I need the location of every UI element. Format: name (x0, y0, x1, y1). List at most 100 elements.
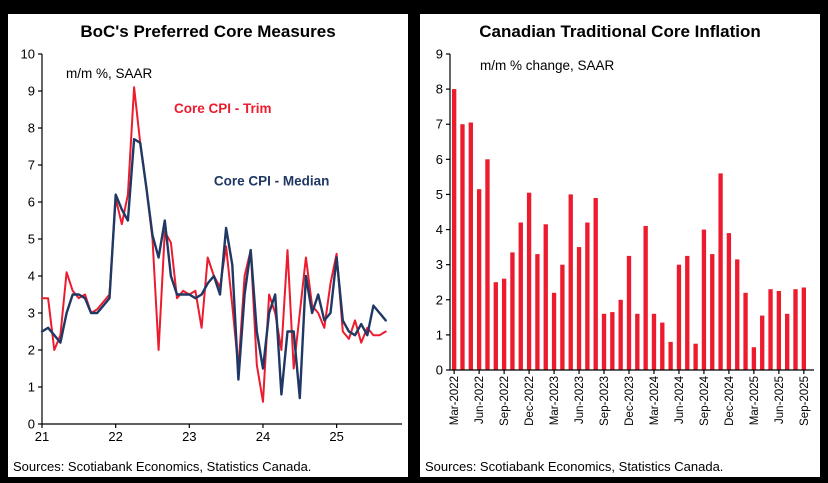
x-tick-label: Mar-2022 (449, 376, 461, 425)
bar (568, 194, 573, 371)
bar (801, 287, 806, 371)
bar (626, 256, 632, 371)
x-tick-label: Jun-2024 (674, 376, 686, 425)
bar (785, 314, 790, 371)
bar (501, 279, 507, 371)
x-tick-label: Jun-2023 (574, 376, 586, 424)
x-tick-label: Sep-2025 (799, 376, 811, 426)
bar (668, 342, 673, 371)
bar (710, 254, 715, 371)
bar (468, 122, 473, 371)
bar (601, 314, 607, 371)
bar (618, 300, 623, 371)
y-tick-label: 0 (436, 363, 443, 378)
right-chart-title: Canadian Traditional Core Inflation (479, 22, 761, 41)
x-tick-label: Mar-2023 (549, 376, 561, 425)
bar (743, 293, 748, 371)
bar (635, 314, 640, 371)
y-tick-label: 8 (436, 82, 443, 97)
bar (793, 289, 798, 371)
y-tick-label: 9 (28, 84, 35, 99)
x-tick-label: Sep-2022 (499, 376, 511, 426)
y-tick-label: 5 (28, 232, 35, 247)
x-axis: 21 22 23 24 25 (35, 424, 344, 444)
y-tick-label: 3 (436, 258, 443, 273)
y-tick-label: 7 (436, 117, 443, 132)
y-tick-label: 2 (436, 293, 443, 308)
bar (452, 89, 457, 371)
y-tick-label: 2 (28, 343, 35, 358)
y-axis: 0 1 2 3 4 5 6 7 8 9 10 (21, 47, 42, 432)
x-tick-label: Dec-2024 (724, 376, 736, 426)
x-tick-label: Jun-2022 (474, 376, 486, 424)
x-tick-label: Jun-2025 (774, 376, 786, 424)
bar (518, 222, 523, 371)
y-tick-label: 4 (436, 222, 443, 237)
y-tick-label: 3 (28, 306, 35, 321)
y-tick-label: 9 (436, 47, 443, 62)
bar (651, 314, 657, 371)
bar (718, 173, 723, 371)
bar (493, 282, 498, 371)
x-tick-label: Mar-2025 (749, 376, 761, 425)
bar (476, 189, 482, 371)
y-tick-label: 8 (28, 121, 35, 136)
bar (485, 159, 490, 371)
bar (768, 289, 773, 371)
bar (560, 265, 565, 371)
right-source-note: Sources: Scotiabank Economics, Statistic… (425, 459, 724, 474)
line-chart-container: 0 1 2 3 4 5 6 7 8 9 10 21 22 23 24 25 m/m %, SAAR Core CP… (8, 46, 408, 450)
x-axis: Mar-2022 Jun-2022 Sep-2022 Dec-2022 Mar-2023… (449, 370, 811, 426)
bar (526, 193, 532, 371)
traditional-core-inflation-panel: Canadian Traditional Core Inflation 0 1 2 3… (420, 14, 820, 477)
bar (460, 124, 465, 371)
bar (593, 198, 598, 371)
x-tick-label: Sep-2023 (599, 376, 611, 426)
bar (760, 315, 765, 371)
y-tick-label: 6 (436, 152, 443, 167)
bar (685, 256, 690, 371)
bar (576, 247, 582, 371)
left-chart-title: BoC's Preferred Core Measures (80, 22, 336, 41)
bar (726, 233, 732, 371)
bar (585, 222, 590, 371)
unit-label: m/m %, SAAR (66, 66, 153, 81)
bar-chart-container: 0 1 2 3 4 5 6 7 8 9 Mar-2022 Jun-2022 Sep-2022 Dec-20… (420, 46, 820, 450)
x-tick-label: Dec-2023 (624, 376, 636, 426)
bar (543, 224, 548, 371)
bar (551, 293, 557, 371)
bar (676, 265, 682, 371)
x-tick-label: Mar-2024 (649, 376, 661, 426)
trim-series-label: Core CPI - Trim (174, 102, 272, 117)
median-series-label: Core CPI - Median (214, 174, 330, 189)
bar (660, 322, 665, 371)
x-tick-label: Sep-2024 (699, 376, 711, 426)
bar (751, 347, 757, 371)
bar (643, 226, 648, 371)
bar (510, 252, 515, 371)
x-tick-label: 25 (329, 429, 343, 444)
y-tick-label: 4 (28, 269, 35, 284)
x-tick-label: Dec-2022 (524, 376, 536, 426)
y-tick-label: 7 (28, 158, 35, 173)
bar (776, 291, 782, 371)
y-tick-label: 10 (21, 47, 35, 62)
y-tick-label: 1 (28, 380, 35, 395)
bar-chart: 0 1 2 3 4 5 6 7 8 9 Mar-2022 Jun-2022 Sep-2022 Dec-20… (436, 47, 814, 426)
y-tick-label: 0 (28, 417, 35, 432)
unit-label: m/m % change, SAAR (480, 58, 615, 73)
x-tick-label: 22 (108, 429, 122, 444)
x-tick-label: 21 (35, 429, 49, 444)
bar (535, 254, 540, 371)
boc-core-measures-panel: BoC's Preferred Core Measures 0 1 2 3 4 5 6 7 8 9… (8, 14, 408, 477)
series-trim (41, 86, 387, 404)
bar (693, 344, 698, 371)
y-tick-label: 6 (28, 195, 35, 210)
bar (701, 229, 707, 371)
bar (610, 312, 615, 371)
series-median (40, 138, 387, 400)
y-axis: 0 1 2 3 4 5 6 7 8 9 (436, 47, 450, 378)
x-tick-label: 24 (256, 429, 270, 444)
left-source-note: Sources: Scotiabank Economics, Statistic… (13, 459, 312, 474)
